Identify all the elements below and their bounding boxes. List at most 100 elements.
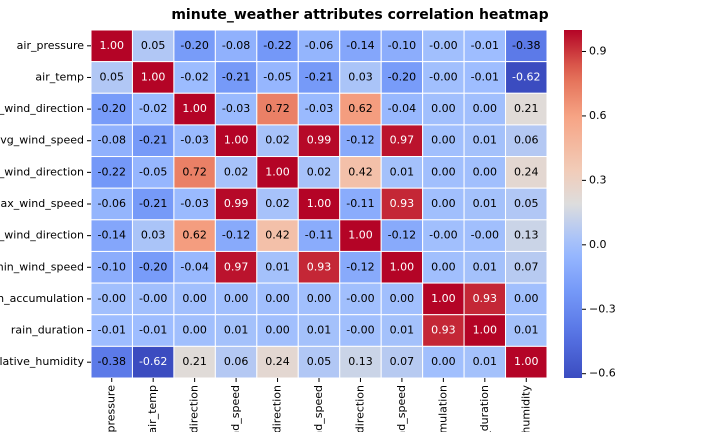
cell-label: -0.03 — [305, 102, 333, 115]
cell-label: 1.00 — [141, 70, 166, 83]
heatmap-cell — [339, 61, 382, 94]
heatmap-cell — [256, 92, 299, 126]
heatmap-cell — [505, 29, 548, 63]
heatmap-cell — [380, 250, 424, 284]
heatmap-cell — [90, 219, 133, 252]
cell-label: -0.38 — [512, 39, 540, 52]
heatmap-cell — [131, 250, 175, 284]
heatmap-cell — [422, 219, 465, 252]
heatmap-cell — [173, 314, 216, 347]
cell-label: -0.62 — [139, 355, 167, 368]
heatmap-cell — [131, 156, 175, 189]
cell-label: 1.00 — [431, 292, 456, 305]
y-tick-label: min_wind_direction — [0, 229, 84, 242]
y-tick-label: rain_duration — [11, 324, 84, 337]
cell-label: -0.01 — [471, 39, 499, 52]
heatmap-cell — [380, 61, 424, 94]
y-tick-label: rain_accumulation — [0, 292, 84, 305]
heatmap-cell — [380, 219, 424, 252]
cell-label: -0.12 — [346, 260, 374, 273]
heatmap-cell — [297, 61, 341, 94]
cell-label: -0.03 — [180, 197, 208, 210]
cell-label: 0.00 — [431, 102, 456, 115]
heatmap-cell — [505, 156, 548, 189]
heatmap-cell — [90, 250, 133, 284]
heatmap-cell — [131, 29, 175, 63]
cell-label: 0.00 — [224, 292, 249, 305]
cell-label: 0.00 — [473, 102, 498, 115]
heatmap-cell — [339, 92, 382, 126]
cell-label: -0.00 — [471, 229, 499, 242]
cell-label: 1.00 — [182, 102, 207, 115]
y-tick-label: air_temp — [35, 70, 84, 83]
cell-label: 0.02 — [265, 197, 290, 210]
heatmap-cell — [505, 92, 548, 126]
heatmap-cell — [463, 219, 507, 252]
x-tick-label: relative_humidity — [519, 385, 532, 432]
cell-label: 0.01 — [473, 355, 498, 368]
cell-label: 0.93 — [431, 324, 456, 337]
cell-label: -0.12 — [346, 134, 374, 147]
heatmap-cell — [463, 345, 507, 379]
cell-label: 0.01 — [473, 260, 498, 273]
cell-label: 0.00 — [265, 324, 290, 337]
cell-label: 0.00 — [431, 197, 456, 210]
cell-label: 1.00 — [348, 229, 373, 242]
heatmap-cell — [297, 29, 341, 63]
cell-label: 0.07 — [514, 260, 539, 273]
heatmap-cell — [131, 345, 175, 379]
heatmap-cell — [214, 219, 258, 252]
heatmap-cell — [380, 314, 424, 347]
colorbar-tick-label: 0.0 — [589, 238, 607, 251]
cell-label: 0.99 — [307, 134, 332, 147]
heatmap-cell — [505, 219, 548, 252]
cell-label: -0.21 — [305, 70, 333, 83]
x-tick-label: avg_wind_speed — [229, 385, 242, 432]
y-tick-label: max_wind_direction — [0, 165, 84, 178]
cell-label: -0.21 — [139, 134, 167, 147]
cell-label: 1.00 — [307, 197, 332, 210]
heatmap-cell — [339, 156, 382, 189]
cell-label: 0.00 — [431, 165, 456, 178]
heatmap-cell — [214, 187, 258, 221]
cell-label: 0.01 — [390, 324, 415, 337]
cell-label: -0.01 — [471, 70, 499, 83]
cell-label: 0.00 — [514, 292, 539, 305]
cell-label: -0.10 — [388, 39, 416, 52]
heatmap-cell — [297, 219, 341, 252]
y-tick-label: avg_wind_direction — [0, 102, 84, 115]
x-tick-label: air_temp — [146, 385, 159, 432]
cell-label: 0.00 — [431, 355, 456, 368]
heatmap-cell — [214, 156, 258, 189]
cell-label: -0.12 — [222, 229, 250, 242]
heatmap-cell — [422, 156, 465, 189]
cell-label: -0.01 — [97, 324, 125, 337]
cell-label: 0.00 — [307, 292, 332, 305]
cell-label: 0.02 — [224, 165, 249, 178]
cell-label: 1.00 — [265, 165, 290, 178]
x-tick-label: max_wind_speed — [312, 385, 325, 432]
heatmap-cell — [297, 92, 341, 126]
y-tick-label: relative_humidity — [0, 355, 84, 368]
cell-label: -0.14 — [97, 229, 125, 242]
heatmap-cell — [339, 219, 382, 252]
cell-label: -0.02 — [139, 102, 167, 115]
heatmap-cell — [422, 124, 465, 158]
cell-label: 0.00 — [473, 165, 498, 178]
cell-label: 0.13 — [514, 229, 539, 242]
heatmap-cell — [505, 250, 548, 284]
cell-label: -0.08 — [222, 39, 250, 52]
heatmap-cell — [505, 187, 548, 221]
colorbar-tick-label: 0.3 — [589, 173, 607, 186]
heatmap-cell — [256, 250, 299, 284]
cell-label: 0.01 — [224, 324, 249, 337]
colorbar-tick-label: 0.6 — [589, 109, 607, 122]
cell-label: 0.21 — [182, 355, 207, 368]
heatmap-cell — [297, 156, 341, 189]
cell-label: 0.13 — [348, 355, 373, 368]
cell-label: 0.05 — [99, 70, 124, 83]
cell-label: 1.00 — [390, 260, 415, 273]
cell-label: -0.01 — [139, 324, 167, 337]
heatmap-cell — [463, 61, 507, 94]
